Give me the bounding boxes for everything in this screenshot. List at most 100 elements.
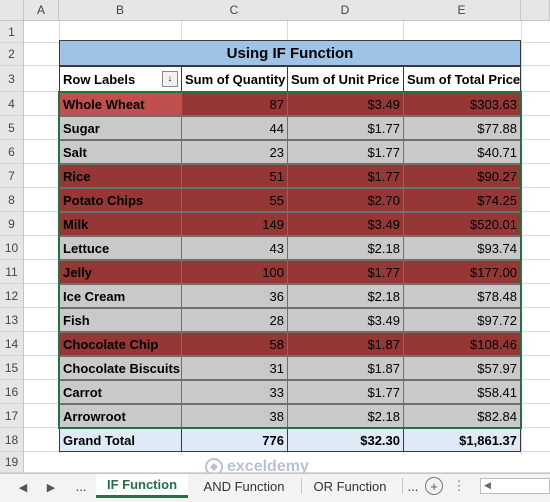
row-header-1[interactable]: 1 xyxy=(0,21,24,43)
row-header-18[interactable]: 18 xyxy=(0,428,24,452)
row-label-cell[interactable]: Chocolate Chip xyxy=(59,332,182,356)
column-header-c[interactable]: C xyxy=(181,0,288,21)
sum-of-unit-price-header[interactable]: Sum of Unit Price xyxy=(287,66,404,92)
total-price-cell[interactable]: $57.97 xyxy=(403,356,521,380)
total-price-cell[interactable]: $40.71 xyxy=(403,140,521,164)
unit-price-cell[interactable]: $3.49 xyxy=(287,308,404,332)
row-label-cell[interactable]: Potato Chips xyxy=(59,188,182,212)
quantity-cell[interactable]: 43 xyxy=(181,236,288,260)
unit-price-cell[interactable]: $1.77 xyxy=(287,116,404,140)
quantity-cell[interactable]: 38 xyxy=(181,404,288,428)
total-price-cell[interactable]: $93.74 xyxy=(403,236,521,260)
add-sheet-icon[interactable]: + xyxy=(425,477,443,495)
quantity-cell[interactable]: 44 xyxy=(181,116,288,140)
total-price-cell[interactable]: $108.46 xyxy=(403,332,521,356)
row-label-cell[interactable]: Jelly xyxy=(59,260,182,284)
row-header-5[interactable]: 5 xyxy=(0,116,24,140)
row-header-8[interactable]: 8 xyxy=(0,188,24,212)
row-header-11[interactable]: 11 xyxy=(0,260,24,284)
column-header-b[interactable]: B xyxy=(59,0,182,21)
row-header-15[interactable]: 15 xyxy=(0,356,24,380)
total-price-cell[interactable]: $74.25 xyxy=(403,188,521,212)
quantity-cell[interactable]: 36 xyxy=(181,284,288,308)
unit-price-cell[interactable]: $3.49 xyxy=(287,92,404,116)
column-header-d[interactable]: D xyxy=(287,0,404,21)
row-label-cell[interactable]: Chocolate Biscuits xyxy=(59,356,182,380)
row-label-cell[interactable]: Sugar xyxy=(59,116,182,140)
total-price-cell[interactable]: $97.72 xyxy=(403,308,521,332)
row-header-2[interactable]: 2 xyxy=(0,43,24,66)
total-price-cell[interactable]: $78.48 xyxy=(403,284,521,308)
row-label-cell[interactable]: Lettuce xyxy=(59,236,182,260)
select-all-corner[interactable] xyxy=(0,0,24,21)
row-header-10[interactable]: 10 xyxy=(0,236,24,260)
unit-price-cell[interactable]: $1.87 xyxy=(287,356,404,380)
grand-total-unit-price[interactable]: $32.30 xyxy=(287,428,404,452)
quantity-cell[interactable]: 58 xyxy=(181,332,288,356)
row-label-cell[interactable]: Rice xyxy=(59,164,182,188)
sum-of-quantity-header[interactable]: Sum of Quantity xyxy=(181,66,288,92)
tab-and-function[interactable]: AND Function xyxy=(203,478,285,494)
unit-price-cell[interactable]: $3.49 xyxy=(287,212,404,236)
row-header-12[interactable]: 12 xyxy=(0,284,24,308)
tab-or-function[interactable]: OR Function xyxy=(313,478,387,494)
scroll-left-icon[interactable]: ◀ xyxy=(484,480,491,490)
row-label-cell[interactable]: Whole Wheat xyxy=(59,92,182,116)
column-header-a[interactable]: A xyxy=(24,0,59,21)
filter-dropdown-icon[interactable]: ↓ xyxy=(162,71,178,87)
row-header-16[interactable]: 16 xyxy=(0,380,24,404)
column-header-e[interactable]: E xyxy=(403,0,521,21)
unit-price-cell[interactable]: $1.77 xyxy=(287,140,404,164)
unit-price-cell[interactable]: $2.18 xyxy=(287,236,404,260)
unit-price-cell[interactable]: $1.77 xyxy=(287,260,404,284)
row-header-3[interactable]: 3 xyxy=(0,66,24,92)
total-price-cell[interactable]: $58.41 xyxy=(403,380,521,404)
row-header-13[interactable]: 13 xyxy=(0,308,24,332)
scroll-tabs-right-icon[interactable]: ▶ xyxy=(46,481,56,494)
row-header-14[interactable]: 14 xyxy=(0,332,24,356)
quantity-cell[interactable]: 55 xyxy=(181,188,288,212)
total-price-cell[interactable]: $82.84 xyxy=(403,404,521,428)
quantity-cell[interactable]: 51 xyxy=(181,164,288,188)
quantity-cell[interactable]: 87 xyxy=(181,92,288,116)
row-label-cell[interactable]: Arrowroot xyxy=(59,404,182,428)
total-price-cell[interactable]: $520.01 xyxy=(403,212,521,236)
row-label-cell[interactable]: Milk xyxy=(59,212,182,236)
pivot-title[interactable]: Using IF Function xyxy=(59,40,521,66)
grand-total-label[interactable]: Grand Total xyxy=(59,428,182,452)
quantity-cell[interactable]: 31 xyxy=(181,356,288,380)
row-labels-header[interactable]: Row Labels ↓ xyxy=(59,66,182,92)
total-price-cell[interactable]: $303.63 xyxy=(403,92,521,116)
quantity-cell[interactable]: 149 xyxy=(181,212,288,236)
total-price-cell[interactable]: $90.27 xyxy=(403,164,521,188)
quantity-cell[interactable]: 28 xyxy=(181,308,288,332)
horizontal-scrollbar[interactable]: ◀ xyxy=(480,478,550,494)
row-header-17[interactable]: 17 xyxy=(0,404,24,428)
column-header-overflow[interactable] xyxy=(521,0,550,21)
row-label-cell[interactable]: Salt xyxy=(59,140,182,164)
row-label-cell[interactable]: Fish xyxy=(59,308,182,332)
row-header-6[interactable]: 6 xyxy=(0,140,24,164)
unit-price-cell[interactable]: $1.87 xyxy=(287,332,404,356)
unit-price-cell[interactable]: $2.18 xyxy=(287,284,404,308)
more-tabs-left[interactable]: ... xyxy=(75,478,87,494)
unit-price-cell[interactable]: $1.77 xyxy=(287,380,404,404)
row-header-7[interactable]: 7 xyxy=(0,164,24,188)
row-header-19[interactable]: 19 xyxy=(0,452,24,473)
grand-total-total-price[interactable]: $1,861.37 xyxy=(403,428,521,452)
quantity-cell[interactable]: 33 xyxy=(181,380,288,404)
row-header-9[interactable]: 9 xyxy=(0,212,24,236)
row-header-4[interactable]: 4 xyxy=(0,92,24,116)
unit-price-cell[interactable]: $1.77 xyxy=(287,164,404,188)
total-price-cell[interactable]: $177.00 xyxy=(403,260,521,284)
more-tabs-right[interactable]: ... xyxy=(407,478,419,494)
quantity-cell[interactable]: 23 xyxy=(181,140,288,164)
row-label-cell[interactable]: Ice Cream xyxy=(59,284,182,308)
grand-total-quantity[interactable]: 776 xyxy=(181,428,288,452)
scroll-tabs-left-icon[interactable]: ◀ xyxy=(18,481,28,494)
unit-price-cell[interactable]: $2.70 xyxy=(287,188,404,212)
sum-of-total-price-header[interactable]: Sum of Total Price xyxy=(403,66,521,92)
quantity-cell[interactable]: 100 xyxy=(181,260,288,284)
tab-bar-splitter-icon[interactable]: ⋮ xyxy=(452,478,466,493)
tab-if-function[interactable]: IF Function xyxy=(96,474,188,498)
